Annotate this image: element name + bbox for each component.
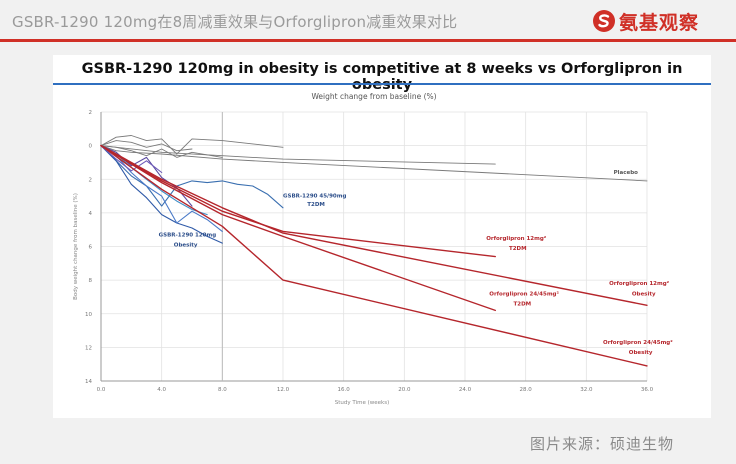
y-tick-label: 12 xyxy=(85,345,92,351)
series-annotation: Orforglipron 24/45mg² xyxy=(489,290,559,297)
header-rule xyxy=(0,39,736,42)
series-line xyxy=(100,140,193,152)
x-tick-label: 16.0 xyxy=(338,387,351,393)
x-tick-label: 12.0 xyxy=(277,387,290,393)
series-annotation: Obesity xyxy=(629,350,653,356)
series-line xyxy=(100,144,496,258)
series-annotation: GSBR-1290 120mg xyxy=(159,232,217,238)
series-line xyxy=(100,144,648,307)
series-line xyxy=(100,145,223,244)
series-line xyxy=(100,145,163,174)
y-tick-label: 10 xyxy=(85,312,92,318)
weight-change-chart: 0.0 4.0 8.0 12.0 16.0 20.0 24.0 28.0 32.0 36.0 2 0 2… xyxy=(73,92,673,406)
y-tick-label: 0 xyxy=(89,144,93,150)
series-annotation: Obesity xyxy=(174,243,198,249)
y-axis-label: Body weight change from baseline (%) xyxy=(73,193,79,300)
x-tick-label: 4.0 xyxy=(157,387,166,393)
brand-logo-icon xyxy=(593,10,615,32)
series-annotation: GSBR-1290 45/90mg xyxy=(283,194,346,200)
series-annotation: T2DM xyxy=(514,301,532,307)
slide-title: GSBR-1290 120mg in obesity is competitiv… xyxy=(81,61,683,93)
x-tick-label: 8.0 xyxy=(218,387,227,393)
series-annotation: T2DM xyxy=(509,246,527,252)
y-tick-label: 14 xyxy=(85,379,92,385)
series-line xyxy=(100,144,496,312)
x-tick-label: 28.0 xyxy=(520,387,533,393)
slide-title-rule xyxy=(53,83,711,85)
chart-panel: GSBR-1290 120mg in obesity is competitiv… xyxy=(53,55,711,418)
x-tick-label: 36.0 xyxy=(641,387,654,393)
series-line xyxy=(100,145,223,158)
x-tick-label: 20.0 xyxy=(398,387,411,393)
series-line xyxy=(100,145,284,209)
chart-title: Weight change from baseline (%) xyxy=(311,92,436,101)
x-tick-label: 0.0 xyxy=(97,387,106,393)
series-line xyxy=(100,145,223,232)
series-annotation: Orforglipron 12mg² xyxy=(609,280,670,287)
x-axis-label: Study Time (weeks) xyxy=(335,400,389,406)
series-line xyxy=(100,145,496,165)
page-title: GSBR-1290 120mg在8周减重效果与Orforglipron减重效果对… xyxy=(12,13,458,31)
y-tick-label: 2 xyxy=(89,110,93,116)
x-tick-label: 24.0 xyxy=(459,387,472,393)
series-annotation: Obesity xyxy=(632,291,656,297)
series-line xyxy=(100,145,648,182)
series-annotation: Placebo xyxy=(614,170,639,176)
source-credit: 图片来源：硕迪生物 xyxy=(530,435,675,453)
series-annotation: T2DM xyxy=(307,202,325,208)
brand: 氨基观察 xyxy=(592,8,699,34)
x-tick-label: 32.0 xyxy=(580,387,593,393)
series-annotation: Orforglipron 24/45mg² xyxy=(603,339,673,346)
y-tick-label: 2 xyxy=(89,177,93,183)
brand-name: 氨基观察 xyxy=(619,11,700,34)
series-line xyxy=(100,144,648,367)
y-tick-label: 6 xyxy=(89,245,93,251)
series-annotation: Orforglipron 12mg² xyxy=(486,235,547,242)
y-tick-label: 4 xyxy=(89,211,93,217)
y-tick-label: 8 xyxy=(89,278,93,284)
series-line xyxy=(100,135,284,155)
